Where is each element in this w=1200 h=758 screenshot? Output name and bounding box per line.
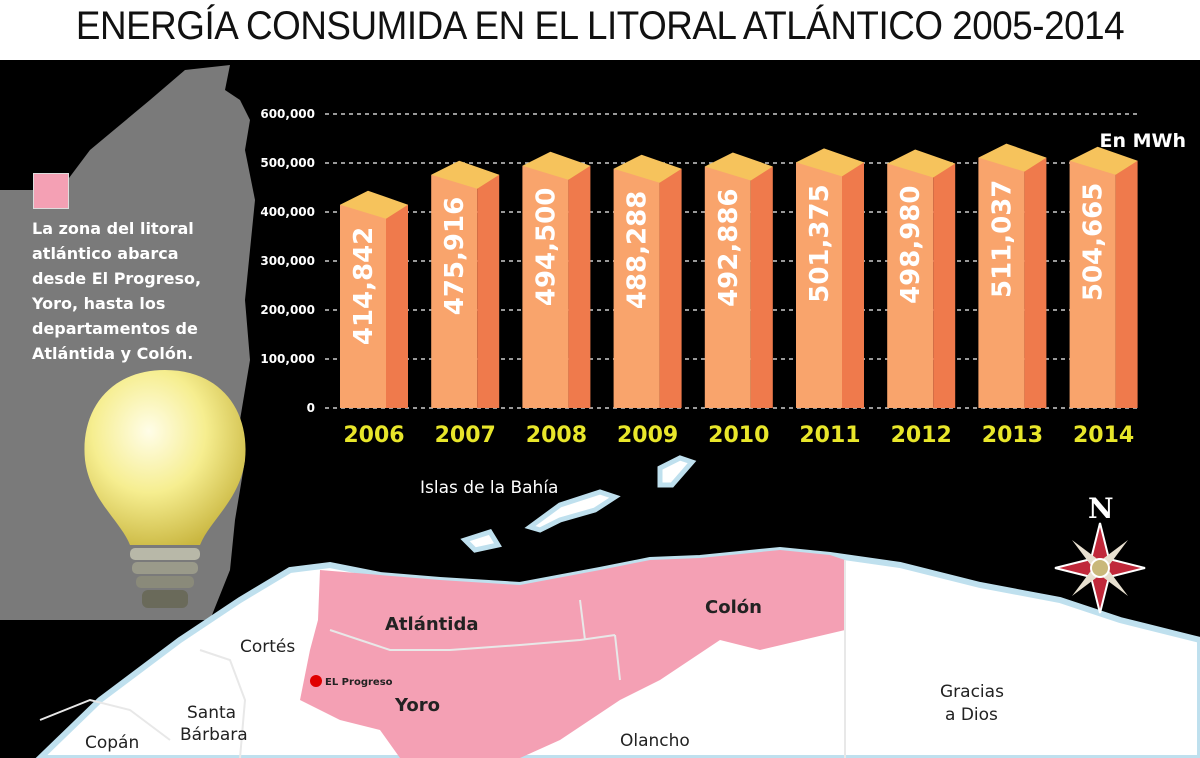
bar-side bbox=[568, 165, 591, 408]
chart-title: ENERGÍA CONSUMIDA EN EL LITORAL ATLÁNTIC… bbox=[75, 4, 1125, 48]
bar: 475,916 bbox=[431, 160, 500, 408]
map-zone-atlantico bbox=[300, 550, 845, 758]
bar-front bbox=[978, 157, 1025, 408]
bar-top bbox=[887, 149, 956, 178]
bar-top bbox=[1069, 146, 1138, 175]
label-islas: Islas de la Bahía bbox=[420, 478, 558, 498]
bar-top bbox=[978, 143, 1047, 172]
compass-rose-icon: N bbox=[1054, 492, 1146, 614]
x-tick-label: 2006 bbox=[343, 423, 404, 448]
bar: 504,665 bbox=[1069, 146, 1138, 408]
value-label: 511,037 bbox=[987, 180, 1017, 298]
bar-top bbox=[340, 190, 408, 219]
bar: 494,500 bbox=[522, 151, 591, 408]
y-tick-label: 0 bbox=[307, 401, 315, 415]
value-label: 501,375 bbox=[805, 184, 835, 302]
y-tick-label: 400,000 bbox=[260, 205, 315, 219]
light-bulb-icon bbox=[84, 370, 246, 608]
bar-side bbox=[933, 163, 956, 408]
x-tick-label: 2007 bbox=[435, 423, 496, 448]
value-label: 475,916 bbox=[440, 197, 470, 315]
label-el-progreso: EL Progreso bbox=[325, 677, 393, 688]
bar-chart: 0 100,000 200,000 300,000 400,000 500,000 600,… bbox=[260, 107, 1140, 448]
bar-side bbox=[386, 204, 408, 408]
y-tick-label: 600,000 bbox=[260, 107, 315, 121]
bar: 498,980 bbox=[887, 149, 956, 408]
infographic-canvas: Islas de la Bahía Atlántida Colón Cortés… bbox=[0, 65, 1200, 758]
x-tick-label: 2012 bbox=[891, 423, 952, 448]
label-colon: Colón bbox=[705, 597, 762, 618]
value-label: 492,886 bbox=[714, 188, 744, 306]
label-santa-barbara-2: Bárbara bbox=[180, 725, 248, 745]
compass-north-label: N bbox=[1088, 492, 1114, 525]
y-tick-label: 300,000 bbox=[260, 254, 315, 268]
label-olancho: Olancho bbox=[620, 731, 690, 751]
bar-front bbox=[887, 163, 934, 408]
value-label: 494,500 bbox=[531, 188, 561, 306]
legend-text: La zona del litoral atlántico abarca des… bbox=[32, 219, 202, 363]
label-yoro: Yoro bbox=[394, 695, 440, 716]
bar: 488,288 bbox=[613, 154, 682, 408]
value-label: 414,842 bbox=[349, 227, 379, 345]
bar-side bbox=[659, 168, 682, 408]
bar-side bbox=[1024, 157, 1047, 408]
label-gracias-2: a Dios bbox=[945, 705, 998, 725]
unit-label: En MWh bbox=[1099, 130, 1186, 152]
label-santa-barbara-1: Santa bbox=[187, 703, 236, 723]
bar-side bbox=[750, 166, 773, 408]
y-tick-label: 200,000 bbox=[260, 303, 315, 317]
label-cortes: Cortés bbox=[240, 637, 295, 657]
bar-top bbox=[704, 152, 773, 181]
value-label: 504,665 bbox=[1079, 183, 1109, 301]
bar-side bbox=[1115, 160, 1138, 408]
bar: 492,886 bbox=[704, 152, 773, 408]
x-tick-label: 2009 bbox=[617, 423, 678, 448]
bar-front bbox=[796, 162, 842, 408]
el-progreso-dot bbox=[310, 675, 322, 687]
infographic: Islas de la Bahía Atlántida Colón Cortés… bbox=[0, 60, 1200, 758]
x-tick-label: 2010 bbox=[708, 423, 769, 448]
bar-top bbox=[431, 160, 500, 189]
bar-front bbox=[1069, 160, 1116, 408]
bar-side bbox=[842, 162, 864, 408]
y-tick-label: 100,000 bbox=[260, 352, 315, 366]
bar-front bbox=[431, 174, 478, 408]
label-atlantida: Atlántida bbox=[385, 614, 478, 635]
x-tick-label: 2014 bbox=[1073, 423, 1134, 448]
department-borders bbox=[39, 560, 846, 758]
bar: 501,375 bbox=[796, 148, 864, 408]
bar-front bbox=[613, 168, 660, 408]
bar: 511,037 bbox=[978, 143, 1047, 408]
label-gracias-1: Gracias bbox=[940, 682, 1004, 702]
bar-top bbox=[796, 148, 864, 177]
x-tick-label: 2008 bbox=[526, 423, 587, 448]
bar-top bbox=[613, 154, 682, 183]
label-copan: Copán bbox=[85, 733, 139, 753]
legend-swatch bbox=[33, 173, 69, 209]
bar-top bbox=[522, 151, 591, 180]
x-tick-label: 2013 bbox=[982, 423, 1043, 448]
x-tick-label: 2011 bbox=[799, 423, 860, 448]
islas-de-la-bahia bbox=[460, 455, 697, 553]
bar-front bbox=[340, 204, 386, 408]
bar-front bbox=[522, 165, 569, 408]
y-tick-label: 500,000 bbox=[260, 156, 315, 170]
value-label: 488,288 bbox=[623, 191, 653, 309]
value-label: 498,980 bbox=[896, 185, 926, 303]
bar-side bbox=[477, 174, 500, 408]
title-band: ENERGÍA CONSUMIDA EN EL LITORAL ATLÁNTIC… bbox=[0, 0, 1200, 60]
bar-front bbox=[704, 166, 751, 408]
bar: 414,842 bbox=[340, 190, 408, 408]
